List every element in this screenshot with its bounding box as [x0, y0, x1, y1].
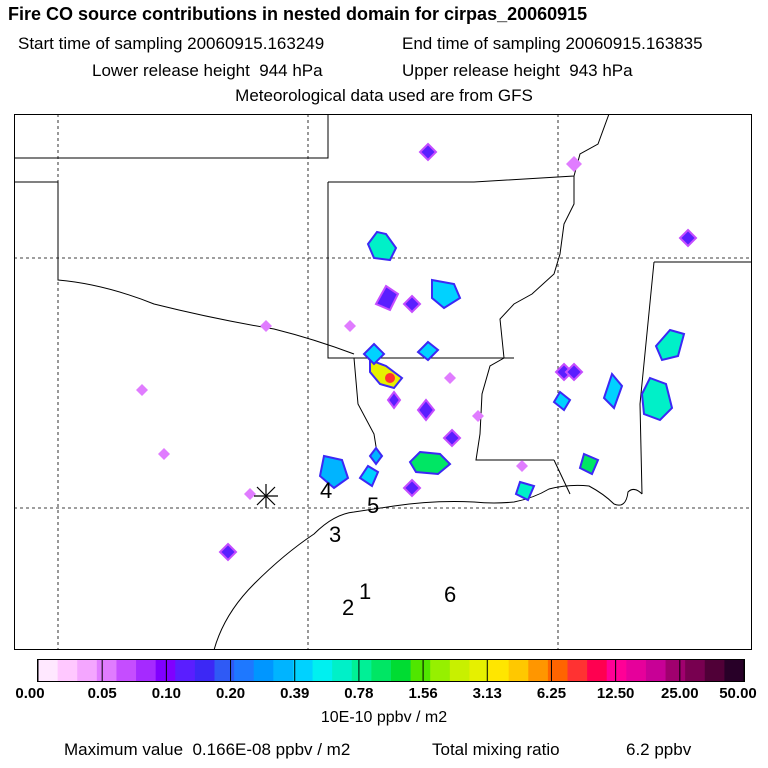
site-label-5: 5 [367, 493, 379, 518]
colorbar-cell [508, 660, 529, 681]
upper-height-label: Upper release height 943 hPa [402, 61, 633, 80]
colorbar-cell [606, 660, 627, 681]
trace-plumes [136, 156, 582, 500]
total-mixing-label: Total mixing ratio [432, 740, 560, 759]
colorbar-cell [665, 660, 686, 681]
colorbar-cell [332, 660, 353, 681]
colorbar-cell [371, 660, 392, 681]
colorbar-cell [292, 660, 314, 681]
met-data-label: Meteorological data used are from GFS [235, 86, 533, 105]
colorbar-cell [449, 660, 470, 681]
colorbar-cell [175, 660, 196, 681]
colorbar-cell [77, 660, 98, 681]
max-value-label: Maximum value 0.166E-08 ppbv / m2 [64, 740, 351, 759]
colorbar-cell [312, 660, 333, 681]
site-label-4: 4 [320, 478, 332, 503]
colorbar-cell [57, 660, 78, 681]
colorbar-tick-label: 3.13 [473, 685, 502, 702]
colorbar-cell [194, 660, 215, 681]
colorbar-cell [469, 660, 490, 681]
lower-height-label: Lower release height 944 hPa [92, 61, 323, 80]
colorbar-tick-label: 6.25 [537, 685, 566, 702]
colorbar-cell [626, 660, 647, 681]
colorbar-cell [214, 660, 235, 681]
fire-plumes [136, 142, 698, 562]
colorbar-cell [567, 660, 588, 681]
map-panel: 1 2 3 4 5 6 [14, 114, 752, 650]
colorbar-tick-label: 12.50 [597, 685, 635, 702]
colorbar-cell [704, 660, 725, 681]
start-time-label: Start time of sampling 20060915.163249 [18, 34, 325, 53]
colorbar-tick-label: 25.00 [661, 685, 699, 702]
colorbar-cell [273, 660, 294, 681]
map-title: Fire CO source contributions in nested d… [8, 4, 588, 24]
colorbar-cell [547, 660, 568, 681]
colorbar-cell [116, 660, 137, 681]
colorbar-tick-label: 0.78 [344, 685, 373, 702]
colorbar-cell [587, 660, 608, 681]
end-time-label: End time of sampling 20060915.163835 [402, 34, 703, 53]
colorbar-tick-label: 0.10 [152, 685, 181, 702]
colorbar-tick-label: 0.00 [15, 685, 44, 702]
colorbar-tick-label: 1.56 [408, 685, 437, 702]
colorbar-tick-label: 0.05 [88, 685, 117, 702]
gulf-coastline [213, 484, 643, 650]
colorbar-cell [234, 660, 255, 681]
colorbar-cell [685, 660, 706, 681]
total-mixing-value: 6.2 ppbv [626, 740, 692, 759]
colorbar-tick-label: 0.20 [216, 685, 245, 702]
colorbar-units: 10E-10 ppbv / m2 [321, 709, 447, 726]
colorbar-cell [410, 660, 431, 681]
site-label-6: 6 [444, 582, 456, 607]
small-plumes [218, 142, 698, 562]
colorbar-cell [253, 660, 274, 681]
site-label-2: 2 [342, 595, 354, 620]
colorbar-cell [430, 660, 451, 681]
colorbar: 0.00 0.05 0.10 0.20 0.39 0.78 1.56 3.13 6.25 12.5… [15, 659, 757, 726]
plume-cluster [318, 230, 686, 502]
colorbar-cell [391, 660, 412, 681]
colorbar-cell [155, 660, 176, 681]
site-label-3: 3 [329, 522, 341, 547]
colorbar-cell [351, 660, 372, 681]
sampling-site-marker [254, 484, 278, 508]
colorbar-tick-label: 50.00 [719, 685, 757, 702]
colorbar-cell [528, 660, 549, 681]
plume-peak [362, 342, 404, 390]
colorbar-cell [38, 660, 59, 681]
colorbar-cell [724, 660, 745, 681]
site-label-1: 1 [359, 579, 371, 604]
colorbar-tick-label: 0.39 [280, 685, 309, 702]
colorbar-cell [136, 660, 157, 681]
colorbar-cell [645, 660, 667, 681]
colorbar-cell [489, 660, 510, 681]
colorbar-cell [96, 660, 117, 681]
